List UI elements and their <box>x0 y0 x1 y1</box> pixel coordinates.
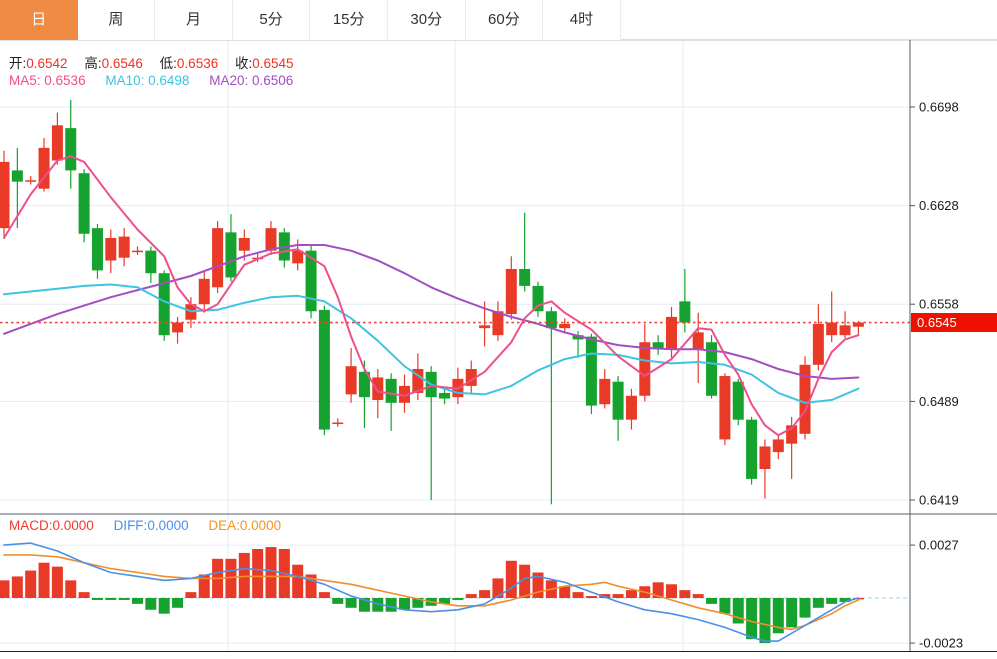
axis-tick-label: 0.6558 <box>919 297 959 312</box>
axis-tick-label: 0.6419 <box>919 492 959 507</box>
axis-tick-label: 0.0027 <box>919 538 959 553</box>
tab-day[interactable]: 日 <box>0 0 78 40</box>
axis-tick-label: 0.6628 <box>919 198 959 213</box>
tab-15min[interactable]: 15分 <box>310 0 388 40</box>
axis-tick-label: 0.6489 <box>919 394 959 409</box>
axis-tick-label: 0.6698 <box>919 100 959 115</box>
last-price-badge-value: 0.6545 <box>917 315 957 330</box>
tab-month[interactable]: 月 <box>155 0 233 40</box>
axis-tick-label: -0.0023 <box>919 636 963 651</box>
tab-week[interactable]: 周 <box>77 0 156 40</box>
tab-5min[interactable]: 5分 <box>232 0 311 40</box>
candlestick-macd-chart[interactable]: 0.6698 0.6628 0.6558 0.6489 0.6419 0.0027 -0.0… <box>0 40 997 659</box>
tab-30min[interactable]: 30分 <box>387 0 466 40</box>
tab-4hour[interactable]: 4时 <box>543 0 621 40</box>
timeframe-tabbar: 日 周 月 5分 15分 30分 60分 4时 <box>0 0 997 40</box>
tab-60min[interactable]: 60分 <box>465 0 544 40</box>
last-price-badge <box>911 313 997 333</box>
